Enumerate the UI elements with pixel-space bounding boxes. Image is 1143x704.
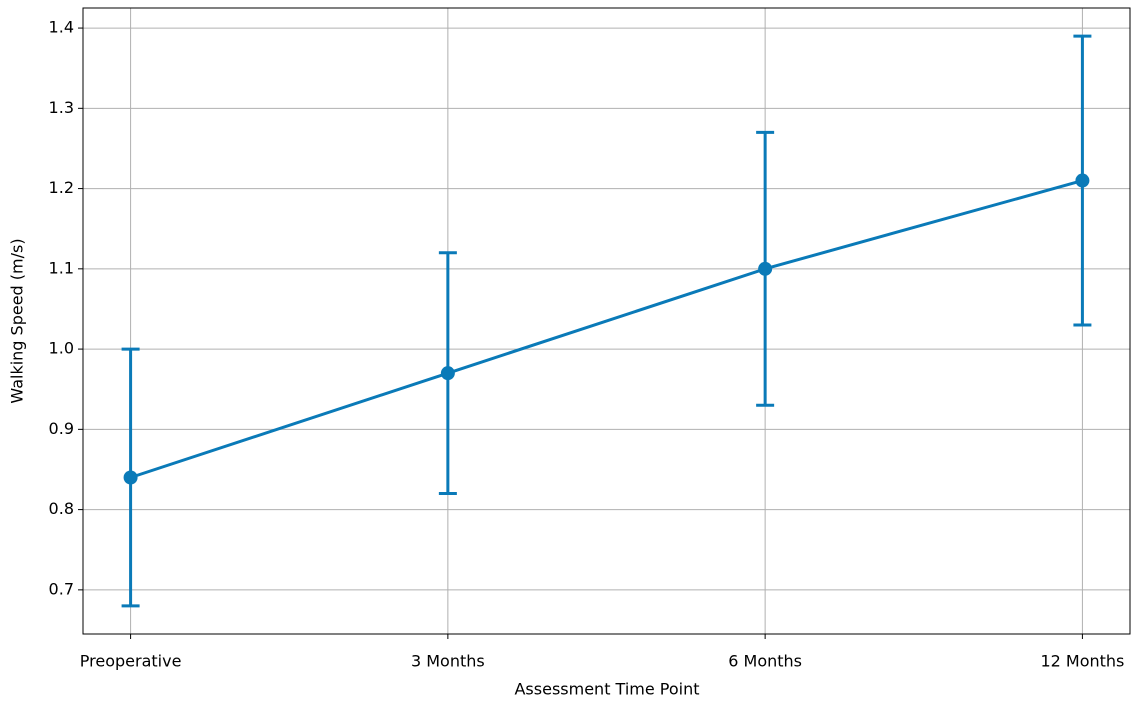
y-tick-label: 1.3 (49, 98, 74, 117)
point (123, 470, 138, 485)
y-axis-label: Walking Speed (m/s) (8, 238, 27, 403)
point (758, 261, 773, 276)
y-tick-label: 0.7 (49, 579, 74, 598)
point (1075, 173, 1090, 188)
y-tick-label: 0.9 (49, 419, 74, 438)
plot-frame (82, 7, 1131, 635)
x-axis-label: Assessment Time Point (514, 680, 699, 699)
x-tick-label: 3 Months (411, 652, 485, 671)
x-tick-label: Preoperative (80, 652, 182, 671)
y-tick-label: 1.0 (49, 339, 74, 358)
line (130, 179, 1083, 479)
y-tick-label: 0.8 (49, 499, 74, 518)
x-tick-label: 6 Months (728, 652, 802, 671)
y-tick-label: 1.1 (49, 258, 74, 277)
x-tick-label: 12 Months (1040, 652, 1124, 671)
y-tick-label: 1.4 (49, 18, 74, 37)
y-tick-label: 1.2 (49, 178, 74, 197)
point (440, 366, 455, 381)
